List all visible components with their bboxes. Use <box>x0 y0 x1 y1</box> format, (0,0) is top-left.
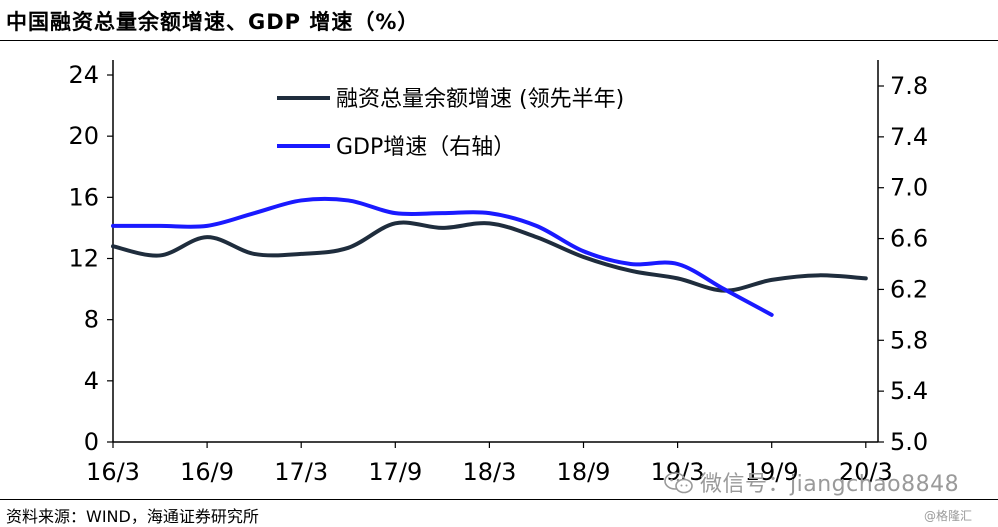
left-tick-label: 16 <box>68 183 99 211</box>
x-tick-label: 17/9 <box>368 458 422 486</box>
right-tick-label: 7.8 <box>890 72 928 100</box>
right-tick-label: 5.4 <box>890 377 928 405</box>
x-tick-label: 18/9 <box>557 458 611 486</box>
legend-label-1: 融资总量余额增速 (领先半年) <box>336 87 624 112</box>
chart-canvas: 0 4 8 12 16 20 24 5.0 5.4 5.8 6.2 6.6 7.0 7.4 7.8 16/3 1… <box>68 60 928 486</box>
watermark-text: 微信号：jiangchao8848 <box>700 472 960 497</box>
x-tick-label: 16/9 <box>180 458 234 486</box>
left-tick-label: 4 <box>84 367 99 395</box>
source-rule <box>0 499 998 500</box>
brand-watermark: @格隆汇 <box>924 509 973 523</box>
right-tick-label: 5.0 <box>890 428 928 456</box>
x-tick-label: 19/9 <box>745 458 799 486</box>
right-tick-label: 6.6 <box>890 225 928 253</box>
left-tick-label: 0 <box>84 428 99 456</box>
x-tick-label: 20/3 <box>839 458 893 486</box>
left-tick-label: 24 <box>68 61 99 89</box>
chart-title: 中国融资总量余额增速、GDP 增速（%） <box>6 10 420 34</box>
source-note: 资料来源：WIND，海通证券研究所 <box>6 507 259 526</box>
left-tick-label: 20 <box>68 122 99 150</box>
left-tick-label: 12 <box>68 245 99 273</box>
series-line-2 <box>111 196 774 317</box>
legend-label-2: GDP增速（右轴） <box>336 135 515 160</box>
right-tick-label: 7.0 <box>890 174 928 202</box>
wechat-watermark: 微信号：jiangchao8848 <box>664 466 959 498</box>
right-tick-label: 6.2 <box>890 275 928 303</box>
left-tick-label: 8 <box>84 306 99 334</box>
right-tick-label: 5.8 <box>890 326 928 354</box>
title-rule <box>0 40 998 41</box>
right-tick-label: 7.4 <box>890 123 928 151</box>
x-tick-label: 16/3 <box>86 458 140 486</box>
x-tick-label: 18/3 <box>462 458 516 486</box>
wechat-icon <box>664 472 693 494</box>
x-tick-label: 17/3 <box>274 458 328 486</box>
series-line-1 <box>111 220 868 293</box>
